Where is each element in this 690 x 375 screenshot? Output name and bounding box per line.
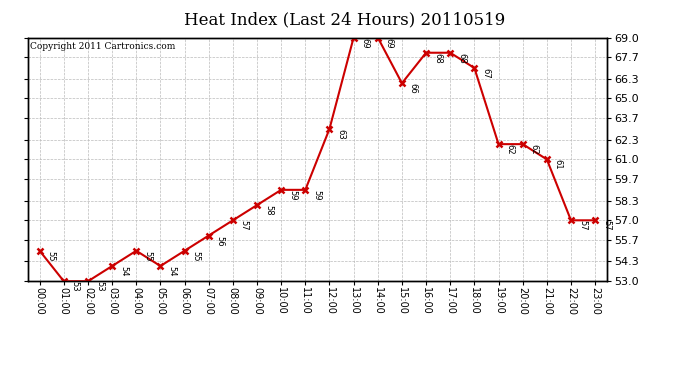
Text: 63: 63 <box>337 129 346 140</box>
Text: Heat Index (Last 24 Hours) 20110519: Heat Index (Last 24 Hours) 20110519 <box>184 11 506 28</box>
Text: 56: 56 <box>216 236 225 246</box>
Text: 53: 53 <box>95 281 104 292</box>
Text: 53: 53 <box>71 281 80 292</box>
Text: 62: 62 <box>506 144 515 155</box>
Text: 54: 54 <box>168 266 177 276</box>
Text: 55: 55 <box>192 251 201 261</box>
Text: 55: 55 <box>144 251 152 261</box>
Text: 69: 69 <box>385 38 394 48</box>
Text: 68: 68 <box>433 53 442 63</box>
Text: 61: 61 <box>554 159 563 170</box>
Text: 57: 57 <box>578 220 587 231</box>
Text: 59: 59 <box>288 190 297 200</box>
Text: 67: 67 <box>482 68 491 79</box>
Text: 59: 59 <box>313 190 322 200</box>
Text: 55: 55 <box>47 251 56 261</box>
Text: 54: 54 <box>119 266 128 276</box>
Text: 58: 58 <box>264 205 273 216</box>
Text: 57: 57 <box>602 220 611 231</box>
Text: 68: 68 <box>457 53 466 63</box>
Text: 62: 62 <box>530 144 539 155</box>
Text: Copyright 2011 Cartronics.com: Copyright 2011 Cartronics.com <box>30 42 176 51</box>
Text: 57: 57 <box>240 220 249 231</box>
Text: 66: 66 <box>409 83 418 94</box>
Text: 69: 69 <box>361 38 370 48</box>
